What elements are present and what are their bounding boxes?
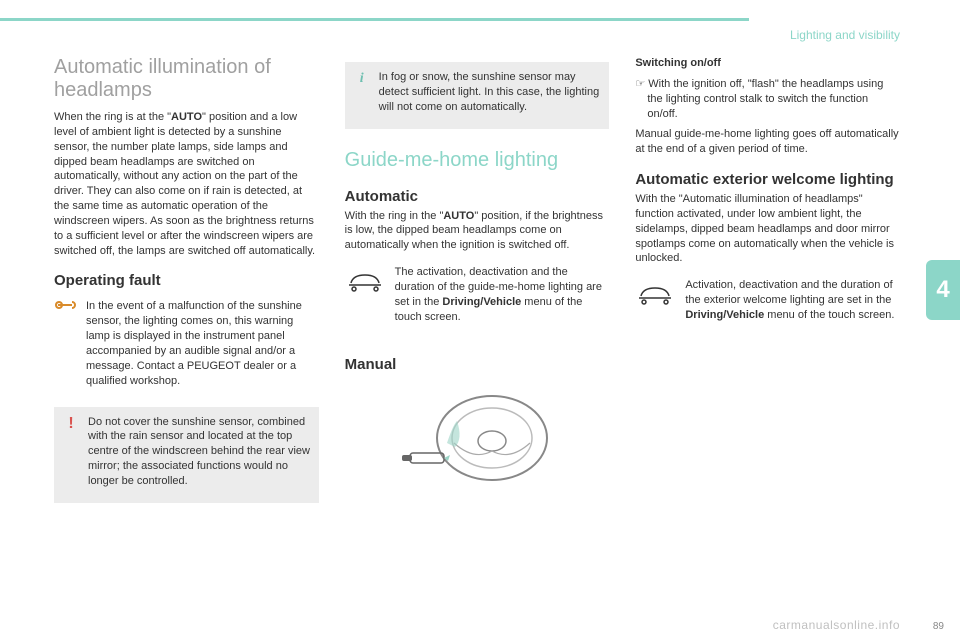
auto-keyword: AUTO [443, 210, 474, 222]
heading-manual: Manual [345, 356, 610, 373]
bullet-icon: ☞ [635, 78, 648, 90]
car-icon [635, 278, 675, 306]
text-fragment: menu of the touch screen. [764, 309, 894, 321]
menu-bold: Driving/Vehicle [685, 309, 764, 321]
car-icon [345, 265, 385, 293]
text-fragment: " position and a low level of ambient li… [54, 111, 315, 257]
auto-illumination-body: When the ring is at the "AUTO" position … [54, 110, 319, 258]
steering-wheel-illustration [345, 383, 610, 503]
content-columns: Automatic illumination of headlamps When… [54, 56, 900, 610]
wrench-icon [54, 299, 76, 314]
car-menu-callout: The activation, deactivation and the dur… [345, 265, 610, 330]
warning-text: Do not cover the sunshine sensor, combin… [88, 415, 311, 489]
warning-callout: ! Do not cover the sunshine sensor, comb… [54, 407, 319, 503]
heading-automatic: Automatic [345, 188, 610, 205]
menu-bold: Driving/Vehicle [442, 296, 521, 308]
info-text: In fog or snow, the sunshine sensor may … [379, 70, 602, 115]
bullet-text: With the ignition off, "flash" the headl… [647, 78, 883, 120]
auto-keyword: AUTO [171, 111, 202, 123]
car-menu-callout-2: Activation, deactivation and the duratio… [635, 278, 900, 329]
switching-bold: Switching on/off [635, 57, 721, 69]
heading-welcome-lighting: Automatic exterior welcome lighting [635, 171, 900, 188]
text-fragment: Activation, deactivation and the duratio… [685, 279, 892, 306]
wrench-callout: In the event of a malfunction of the sun… [54, 299, 319, 394]
heading-operating-fault: Operating fault [54, 272, 319, 289]
heading-guide-me-home: Guide-me-home lighting [345, 149, 610, 172]
section-label: Lighting and visibility [790, 28, 900, 42]
welcome-lighting-body: With the "Automatic illumination of head… [635, 192, 900, 266]
switching-bullet: ☞ With the ignition off, "flash" the hea… [635, 77, 900, 122]
heading-auto-illumination: Automatic illumination of headlamps [54, 56, 319, 102]
header-accent-bar [0, 18, 749, 21]
text-fragment: When the ring is at the " [54, 111, 171, 123]
manual-off-text: Manual guide-me-home lighting goes off a… [635, 127, 900, 157]
info-icon: i [353, 70, 371, 88]
text-fragment: With the ring in the " [345, 210, 444, 222]
column-1: Automatic illumination of headlamps When… [54, 56, 319, 610]
watermark: carmanualsonline.info [773, 618, 900, 632]
automatic-body: With the ring in the "AUTO" position, if… [345, 209, 610, 254]
exclamation-icon: ! [62, 415, 80, 433]
wrench-text: In the event of a malfunction of the sun… [86, 299, 319, 388]
column-2: i In fog or snow, the sunshine sensor ma… [345, 56, 610, 610]
chapter-tab: 4 [926, 260, 960, 320]
switching-heading: Switching on/off [635, 56, 900, 71]
car-menu-text: The activation, deactivation and the dur… [395, 265, 610, 324]
car-menu-text-2: Activation, deactivation and the duratio… [685, 278, 900, 323]
info-callout: i In fog or snow, the sunshine sensor ma… [345, 62, 610, 129]
column-3: Switching on/off ☞ With the ignition off… [635, 56, 900, 610]
page-number: 89 [933, 621, 944, 632]
